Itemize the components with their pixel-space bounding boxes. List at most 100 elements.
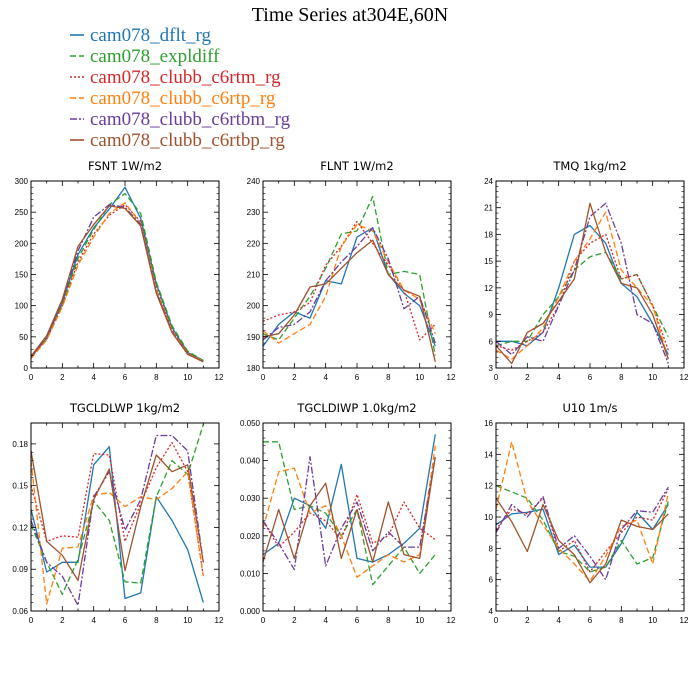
legend-label: cam078_expldiff [90, 46, 220, 67]
y-tick-label: 200 [15, 239, 29, 248]
legend: cam078_dflt_rgcam078_expldiffcam078_club… [70, 25, 291, 151]
legend-entry: cam078_clubb_c6rtp_rg [70, 88, 276, 109]
x-tick-label: 12 [680, 373, 689, 382]
series-line [262, 456, 436, 563]
x-tick-label: 10 [183, 616, 192, 625]
x-tick-label: 0 [261, 616, 266, 625]
y-tick-label: 15 [484, 257, 493, 266]
series-line [495, 488, 669, 573]
x-tick-label: 2 [525, 373, 530, 382]
x-tick-label: 6 [588, 616, 593, 625]
series-line [495, 251, 669, 347]
x-tick-label: 0 [29, 373, 34, 382]
legend-label: cam078_clubb_c6rtbm_rg [90, 109, 291, 130]
x-tick-label: 6 [355, 616, 360, 625]
x-tick-label: 2 [292, 373, 297, 382]
panel-title: FSNT 1W/m2 [88, 159, 162, 173]
series-line [262, 239, 436, 362]
series-line [495, 486, 669, 581]
series-line [30, 434, 204, 607]
series-line [30, 424, 204, 595]
series-line [30, 204, 204, 362]
plot-frame [262, 180, 452, 369]
plot-frame [30, 422, 220, 612]
y-tick-label: 180 [247, 364, 261, 373]
legend-entry: cam078_clubb_c6rtbm_rg [70, 109, 291, 130]
y-tick-label: 18 [484, 230, 493, 239]
y-tick-label: 0.12 [12, 523, 28, 532]
y-tick-label: 50 [19, 333, 28, 342]
plot-frame [262, 422, 452, 612]
x-tick-label: 4 [556, 616, 561, 625]
series-line [262, 456, 436, 571]
y-tick-label: 8 [489, 544, 494, 553]
y-tick-label: 230 [247, 208, 261, 217]
x-tick-label: 8 [619, 616, 624, 625]
y-tick-label: 0.18 [12, 440, 28, 449]
series-line [30, 450, 204, 582]
y-tick-label: 4 [489, 607, 494, 616]
x-tick-label: 10 [183, 373, 192, 382]
x-tick-label: 6 [123, 373, 128, 382]
x-tick-label: 0 [261, 373, 266, 382]
panel-title: FLNT 1W/m2 [320, 159, 393, 173]
y-tick-label: 0.010 [240, 569, 261, 578]
y-tick-label: 200 [247, 302, 261, 311]
x-tick-label: 8 [154, 616, 159, 625]
series-line [495, 497, 669, 584]
panel-title: TGCLDIWP 1.0kg/m2 [296, 401, 416, 415]
series-line [30, 205, 204, 363]
legend-label: cam078_clubb_c6rtp_rg [90, 88, 276, 109]
x-tick-label: 6 [588, 373, 593, 382]
legend-label: cam078_dflt_rg [90, 25, 212, 46]
panel-title: TGCLDLWP 1kg/m2 [69, 401, 180, 415]
series-line [495, 233, 669, 351]
y-tick-label: 0 [24, 364, 29, 373]
x-tick-label: 8 [619, 373, 624, 382]
series-line [262, 220, 436, 341]
x-tick-label: 10 [415, 373, 424, 382]
x-tick-label: 10 [415, 616, 424, 625]
chart-panel: TGCLDLWP 1kg/m2 0 2 4 6 8 10 12 0.06 0.09 0.12 0.15… [12, 401, 224, 625]
y-tick-label: 250 [15, 208, 29, 217]
x-tick-label: 4 [323, 373, 328, 382]
legend-label: cam078_clubb_c6rtm_rg [90, 67, 281, 88]
y-tick-label: 0.040 [240, 457, 261, 466]
x-tick-label: 2 [60, 373, 65, 382]
y-tick-label: 10 [484, 513, 493, 522]
y-tick-label: 0.09 [12, 565, 28, 574]
x-tick-label: 12 [215, 616, 224, 625]
series-line [495, 202, 669, 364]
y-tick-label: 220 [247, 239, 261, 248]
legend-entry: cam078_clubb_c6rtm_rg [70, 67, 281, 88]
y-tick-label: 150 [15, 271, 29, 280]
x-tick-label: 4 [91, 373, 96, 382]
y-tick-label: 0.06 [12, 607, 28, 616]
series-line [496, 224, 669, 355]
y-tick-label: 210 [247, 271, 261, 280]
x-tick-label: 4 [91, 616, 96, 625]
x-tick-label: 4 [556, 373, 561, 382]
x-tick-label: 8 [154, 373, 159, 382]
x-tick-label: 12 [680, 616, 689, 625]
panel-title: TMQ 1kg/m2 [552, 159, 626, 173]
y-tick-label: 6 [489, 337, 494, 346]
series-line [262, 227, 436, 347]
x-tick-label: 6 [123, 616, 128, 625]
y-tick-label: 24 [484, 177, 493, 186]
legend-entry: cam078_expldiff [70, 46, 220, 67]
x-tick-label: 12 [215, 373, 224, 382]
series-line [262, 195, 436, 356]
y-tick-label: 190 [247, 333, 261, 342]
y-tick-label: 12 [484, 482, 493, 491]
x-tick-label: 4 [323, 616, 328, 625]
x-tick-label: 10 [648, 616, 657, 625]
y-tick-label: 3 [489, 364, 494, 373]
x-tick-label: 0 [29, 616, 34, 625]
x-tick-label: 0 [494, 616, 499, 625]
y-tick-label: 6 [489, 576, 494, 585]
x-tick-label: 0 [494, 373, 499, 382]
x-tick-label: 2 [525, 616, 530, 625]
chart-panel: FLNT 1W/m2 0 2 4 6 8 10 12 180 190 200 210 220 230 240 [247, 159, 456, 382]
